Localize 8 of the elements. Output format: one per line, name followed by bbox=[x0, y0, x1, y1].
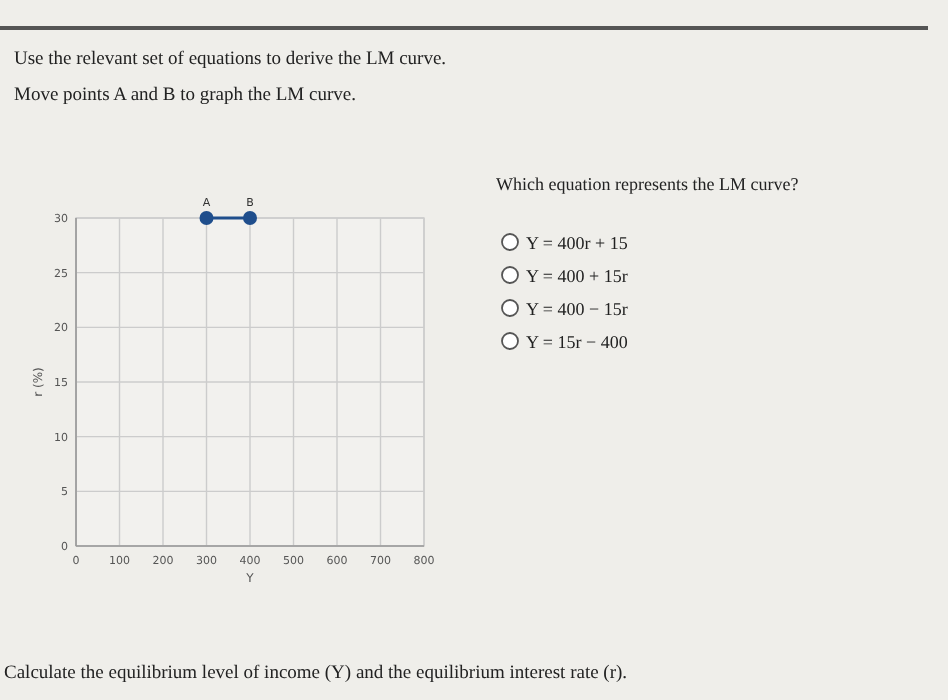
text: Y = 400 − 15r bbox=[526, 299, 628, 319]
chart-subtitle: Move points A and B to graph the LM curve. bbox=[14, 86, 356, 106]
text: Which equation represents the LM curve? bbox=[496, 174, 799, 194]
text: Y = 400r + 15 bbox=[526, 233, 629, 253]
text: Calculate the equilibrium level of income (Y) and the equilibrium interest rate (r). bbox=[4, 664, 628, 684]
text: Y = 15r − 400 bbox=[526, 332, 629, 352]
chart-title: Use the relevant set of equations to derive the LM curve. bbox=[14, 50, 447, 70]
text: Y = 400 + 15r bbox=[526, 266, 628, 286]
